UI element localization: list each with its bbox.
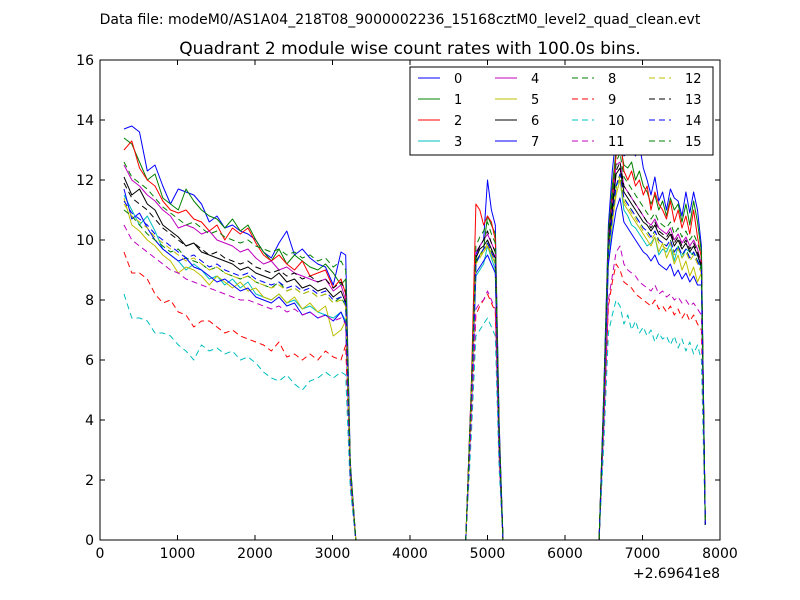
legend-label-13: 13 <box>685 93 702 108</box>
legend-label-14: 14 <box>685 114 702 129</box>
legend-label-3: 3 <box>454 135 462 150</box>
legend-label-5: 5 <box>531 93 539 108</box>
series-line-1 <box>123 137 706 540</box>
legend-label-12: 12 <box>685 72 702 87</box>
legend-label-1: 1 <box>454 93 462 108</box>
series-line-15 <box>123 152 706 540</box>
x-tick-label: 1000 <box>160 546 196 562</box>
series-line-9 <box>123 251 706 540</box>
legend-label-4: 4 <box>531 72 539 87</box>
ticks-layer: 0 1000 2000 3000 4000 5000 6000 7000 80000246810… <box>76 53 738 562</box>
series-line-7 <box>123 188 706 540</box>
x-tick-label: 5000 <box>470 546 506 562</box>
series-layer <box>123 116 706 540</box>
series-line-12 <box>123 176 706 540</box>
y-tick-label: 8 <box>85 293 94 309</box>
x-offset-label: +2.69641e8 <box>633 566 720 582</box>
y-tick-label: 2 <box>85 473 94 489</box>
series-line-5 <box>123 179 706 540</box>
y-tick-label: 6 <box>85 353 94 369</box>
y-tick-label: 12 <box>76 173 94 189</box>
legend-label-11: 11 <box>608 135 625 150</box>
legend-label-15: 15 <box>685 135 702 150</box>
legend-label-9: 9 <box>608 93 616 108</box>
legend-label-6: 6 <box>531 114 539 129</box>
x-tick-label: 3000 <box>315 546 351 562</box>
legend-label-10: 10 <box>608 114 625 129</box>
y-tick-label: 10 <box>76 233 94 249</box>
legend-label-2: 2 <box>454 114 462 129</box>
legend-label-8: 8 <box>608 72 616 87</box>
series-line-10 <box>123 293 706 540</box>
x-tick-label: 0 <box>96 546 105 562</box>
chart-suptitle: Data file: modeM0/AS1A04_218T08_90000022… <box>100 12 701 28</box>
series-line-14 <box>123 173 706 540</box>
x-tick-label: 8000 <box>702 546 738 562</box>
series-line-13 <box>123 161 706 540</box>
x-tick-label: 4000 <box>392 546 428 562</box>
x-tick-label: 2000 <box>237 546 273 562</box>
series-line-3 <box>123 179 706 540</box>
y-tick-label: 16 <box>76 53 94 69</box>
y-tick-label: 4 <box>85 413 94 429</box>
x-tick-label: 6000 <box>547 546 583 562</box>
series-line-11 <box>123 224 706 540</box>
legend-frame <box>409 66 714 156</box>
x-tick-label: 7000 <box>625 546 661 562</box>
series-line-6 <box>123 167 706 540</box>
y-tick-label: 0 <box>85 533 94 549</box>
series-line-2 <box>123 134 706 540</box>
series-line-4 <box>123 161 706 540</box>
chart-title: Quadrant 2 module wise count rates with … <box>179 39 640 59</box>
legend-label-0: 0 <box>454 72 462 87</box>
y-tick-label: 14 <box>76 113 94 129</box>
legend-label-7: 7 <box>531 135 539 150</box>
